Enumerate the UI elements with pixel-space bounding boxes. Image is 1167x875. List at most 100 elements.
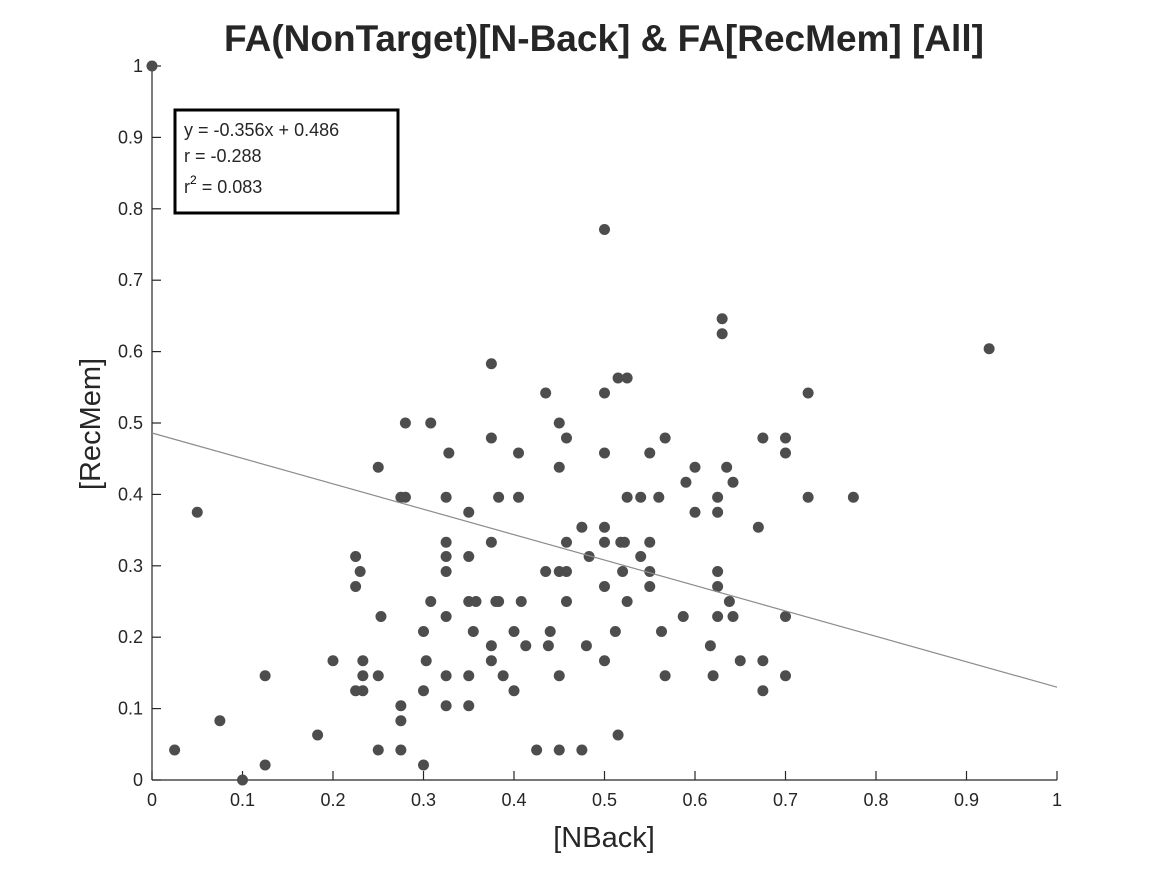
y-tick-label: 0 <box>133 770 143 790</box>
data-point <box>440 566 452 578</box>
data-point <box>734 655 746 667</box>
data-points <box>146 60 995 786</box>
data-point <box>599 387 610 399</box>
data-point <box>553 461 565 473</box>
data-point <box>350 581 362 593</box>
data-point <box>513 447 525 459</box>
data-point <box>463 700 475 712</box>
data-point <box>237 774 248 786</box>
data-point <box>395 715 407 727</box>
data-point <box>599 581 610 593</box>
data-point <box>418 685 429 697</box>
data-point <box>712 506 724 518</box>
data-point <box>354 566 366 578</box>
x-axis-label: [NBack] <box>553 822 655 854</box>
data-point <box>485 536 497 548</box>
stats-r-squared: r2 = 0.083 <box>184 173 262 197</box>
data-point <box>372 744 384 756</box>
data-point <box>560 432 572 444</box>
data-point <box>621 491 633 503</box>
data-point <box>375 610 387 622</box>
chart-title: FA(NonTarget)[N-Back] & FA[RecMem] [All] <box>224 18 984 59</box>
regression-line <box>151 432 1058 688</box>
data-point <box>259 759 271 771</box>
data-point <box>576 744 588 756</box>
data-point <box>599 521 610 533</box>
data-point <box>580 640 592 652</box>
data-point <box>513 491 525 503</box>
data-point <box>497 670 509 682</box>
data-point <box>440 491 452 503</box>
data-point <box>656 625 668 637</box>
data-point <box>635 551 647 563</box>
data-point <box>327 655 339 667</box>
stats-r2-prefix: r <box>184 177 190 197</box>
data-point <box>440 700 452 712</box>
data-point <box>644 536 656 548</box>
data-point <box>372 461 384 473</box>
x-tick-label: 0.1 <box>230 790 255 810</box>
y-tick-label: 0.1 <box>118 699 143 719</box>
data-point <box>399 491 411 503</box>
data-point <box>560 566 572 578</box>
y-axis-label: [RecMem] <box>75 358 107 490</box>
stats-legend: y = -0.356x + 0.486 r = -0.288 r2 = 0.08… <box>173 108 400 215</box>
stats-equation: y = -0.356x + 0.486 <box>184 120 339 140</box>
y-tick-label: 0.6 <box>118 342 143 362</box>
data-point <box>721 461 733 473</box>
stats-box <box>173 108 400 215</box>
y-tick-label: 0.2 <box>118 627 143 647</box>
data-point <box>599 447 610 459</box>
data-point <box>802 491 814 503</box>
data-point <box>847 491 859 503</box>
data-point <box>716 328 728 340</box>
data-point <box>515 596 527 607</box>
data-point <box>727 610 739 622</box>
data-point <box>508 625 520 637</box>
data-point <box>425 417 437 429</box>
data-point <box>540 387 552 399</box>
x-tick-label: 0.9 <box>954 790 979 810</box>
data-point <box>644 447 656 459</box>
data-point <box>493 596 505 607</box>
x-tick-label: 0.3 <box>411 790 436 810</box>
y-tick-label: 0.7 <box>118 270 143 290</box>
data-point <box>757 432 769 444</box>
data-point <box>635 491 647 503</box>
data-point <box>621 596 633 607</box>
data-point <box>418 759 429 771</box>
data-point <box>463 670 475 682</box>
x-tick-label: 0 <box>147 790 157 810</box>
data-point <box>583 551 595 563</box>
data-point <box>757 655 769 667</box>
data-point <box>214 715 226 727</box>
y-ticks: 0 0.1 0.2 0.3 0.4 0.5 0.6 0.7 0.8 0.9 1 <box>118 56 161 790</box>
stats-r2-exponent: 2 <box>190 173 197 187</box>
data-point <box>542 640 554 652</box>
stats-r2-value: = 0.083 <box>197 177 263 197</box>
data-point <box>169 744 181 756</box>
data-point <box>560 596 572 607</box>
x-tick-label: 0.8 <box>863 790 888 810</box>
data-point <box>485 432 497 444</box>
data-point <box>312 729 324 741</box>
stats-r: r = -0.288 <box>184 146 262 166</box>
data-point <box>780 610 791 622</box>
x-tick-label: 0.2 <box>320 790 345 810</box>
data-point <box>191 506 203 518</box>
data-point <box>485 358 497 370</box>
data-point <box>983 343 995 355</box>
data-point <box>470 596 482 607</box>
data-point <box>418 625 429 637</box>
x-tick-label: 1 <box>1052 790 1062 810</box>
data-point <box>463 551 475 563</box>
y-tick-label: 0.9 <box>118 127 143 147</box>
data-point <box>712 566 724 578</box>
data-point <box>440 551 452 563</box>
y-tick-label: 1 <box>133 56 143 76</box>
data-point <box>560 536 572 548</box>
y-tick-label: 0.8 <box>118 199 143 219</box>
data-point <box>493 491 505 503</box>
data-point <box>146 60 158 72</box>
